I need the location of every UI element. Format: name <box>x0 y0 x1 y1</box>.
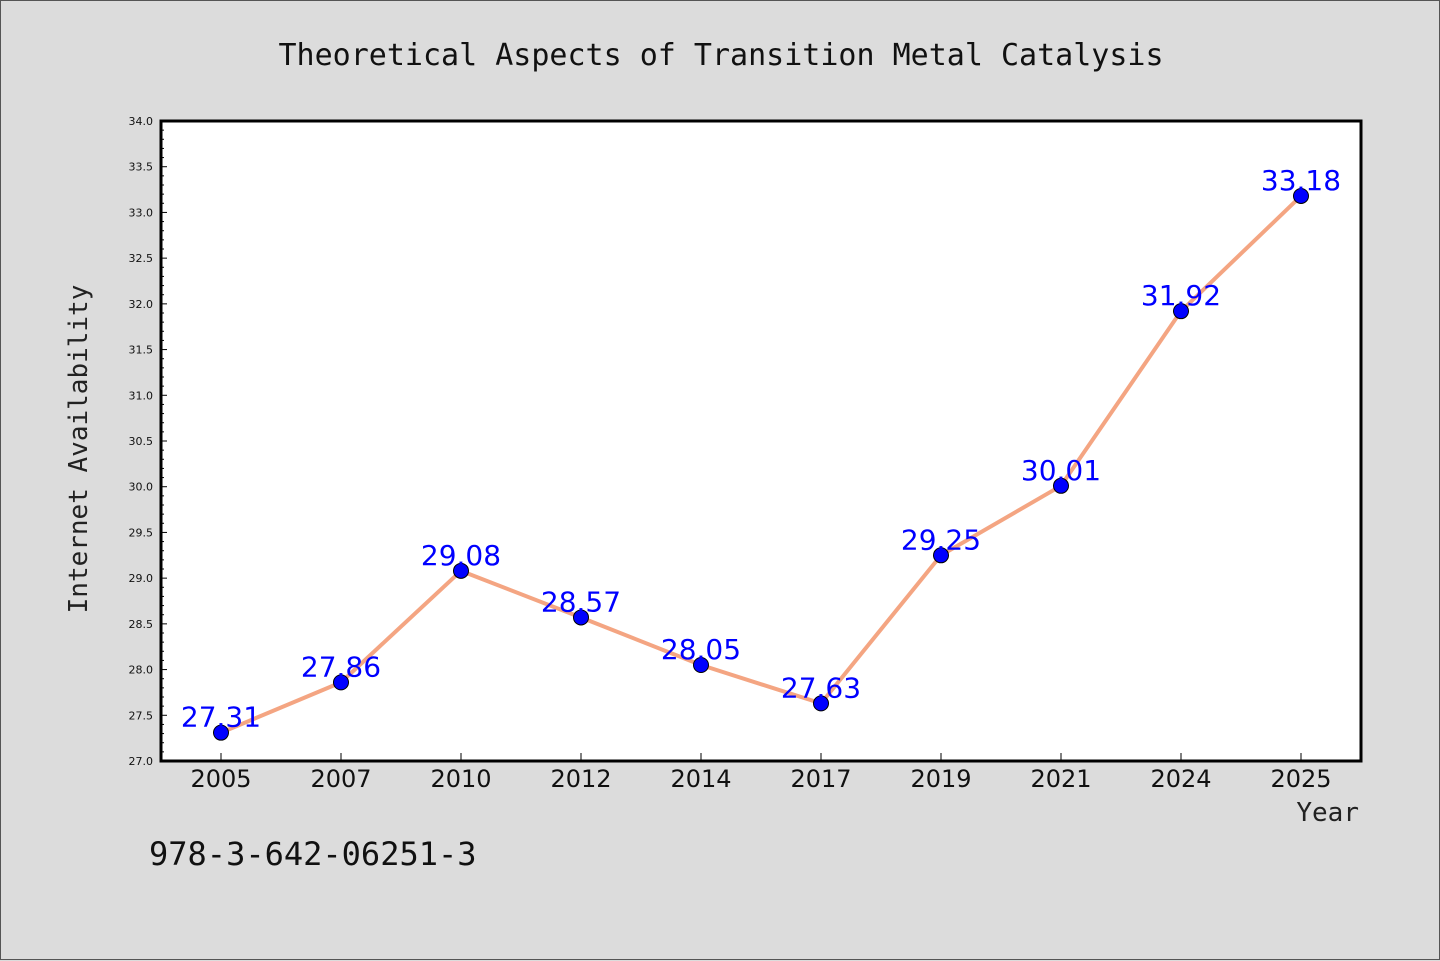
data-label: 28.57 <box>541 585 621 618</box>
x-axis: 2005 2007 2010 2012 2014 2017 2019 2021 2024 2025 <box>190 753 1332 793</box>
data-point <box>1173 303 1189 320</box>
x-tick-label: 2024 <box>1150 765 1211 793</box>
plot-area <box>161 121 1361 761</box>
x-tick-label: 2017 <box>790 765 851 793</box>
y-tick-label: 28.5 <box>129 618 154 631</box>
y-tick-label: 29.5 <box>129 526 154 539</box>
data-label-group: 27.31 27.86 29.08 28.57 28.05 27.63 29.25 30.01… <box>181 164 1341 734</box>
data-point <box>813 695 829 712</box>
y-tick-label: 33.0 <box>129 206 154 219</box>
data-label: 27.31 <box>181 701 261 734</box>
y-tick-label: 30.0 <box>129 481 154 494</box>
data-label: 30.01 <box>1021 454 1101 487</box>
y-axis: 27.0 27.5 28.0 28.5 29.0 29.5 30.0 30.5 31.0 31.5… <box>129 115 167 768</box>
x-tick-label: 2014 <box>670 765 731 793</box>
data-label: 31.92 <box>1141 279 1221 312</box>
series-line-group <box>219 193 1303 735</box>
y-tick-label: 29.0 <box>129 572 154 585</box>
data-point <box>693 657 709 673</box>
data-label: 27.86 <box>301 650 381 683</box>
y-tick-label: 31.5 <box>129 344 154 357</box>
data-label: 28.05 <box>661 633 741 666</box>
y-tick-label: 31.0 <box>129 389 154 402</box>
series-line <box>219 193 1303 735</box>
x-tick-label: 2012 <box>550 765 611 793</box>
y-tick-label: 32.0 <box>129 298 154 311</box>
y-tick-label: 34.0 <box>129 115 154 128</box>
chart-title: Theoretical Aspects of Transition Metal … <box>278 38 1163 73</box>
x-tick-label: 2005 <box>190 765 251 793</box>
data-point <box>1293 187 1309 204</box>
isbn-text: 978-3-642-06251-3 <box>149 835 477 873</box>
y-tick-label: 27.0 <box>129 755 154 768</box>
data-label: 29.25 <box>901 523 981 556</box>
data-label: 27.63 <box>781 671 861 704</box>
y-tick-label: 32.5 <box>129 252 154 265</box>
plot-frame <box>159 119 1363 763</box>
data-point <box>1053 477 1069 494</box>
y-axis-label: Internet Availability <box>64 285 94 614</box>
y-tick-label: 28.0 <box>129 664 154 677</box>
x-axis-label: Year <box>1296 798 1359 828</box>
x-tick-label: 2021 <box>1030 765 1091 793</box>
data-point <box>333 674 349 691</box>
y-tick-label: 33.5 <box>129 161 154 174</box>
data-point <box>933 547 949 564</box>
data-label: 29.08 <box>421 539 501 572</box>
x-tick-label: 2025 <box>1270 765 1331 793</box>
data-point <box>573 609 589 626</box>
x-tick-label: 2019 <box>910 765 971 793</box>
data-point <box>453 562 469 579</box>
x-tick-label: 2010 <box>430 765 491 793</box>
y-tick-label: 27.5 <box>129 709 154 722</box>
marker-group <box>213 187 1309 741</box>
x-tick-label: 2007 <box>310 765 371 793</box>
data-label: 33.18 <box>1261 164 1341 197</box>
y-tick-label: 30.5 <box>129 435 154 448</box>
data-point <box>213 724 229 741</box>
